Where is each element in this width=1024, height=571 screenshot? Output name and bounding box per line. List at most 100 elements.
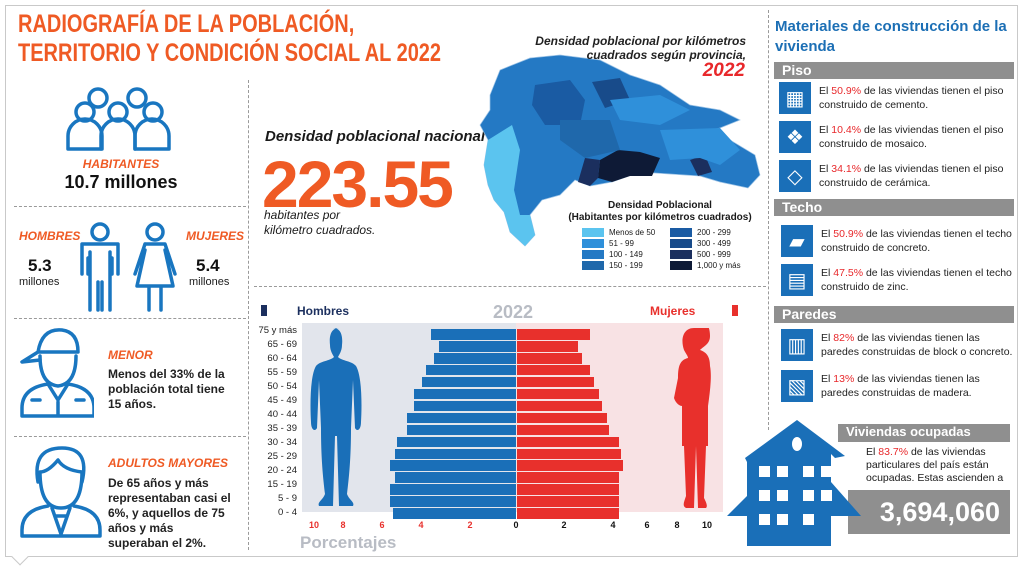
- bar-hombres: [395, 448, 516, 460]
- viviendas-text: El 83.7% de las viviendas particulares d…: [866, 446, 1016, 485]
- legend-label: 300 - 499: [697, 239, 731, 248]
- mujeres-value: 5.4: [196, 256, 220, 275]
- x-tick: 6: [644, 520, 650, 530]
- legend-label: 100 - 149: [609, 250, 643, 259]
- hombres-marker: [261, 305, 267, 316]
- zinc-roof-icon: ▤: [781, 264, 813, 296]
- habitantes-value: 10.7 millones: [64, 172, 178, 192]
- ceramic-floor-icon: ◇: [779, 160, 811, 192]
- bar-hombres: [390, 496, 516, 507]
- paredes-text: El 82% de las viviendas tienen las pared…: [821, 331, 1017, 359]
- age-label: 20 - 24: [267, 465, 297, 476]
- bar-mujeres: [517, 376, 595, 388]
- title-line-2: TERRITORIO Y CONDICIÓN SOCIAL AL 2022: [18, 39, 442, 67]
- x-tick: 10: [308, 520, 320, 530]
- hombres-value: 5.3: [28, 256, 52, 275]
- map-year: 2022: [702, 60, 745, 81]
- pyramid-mujeres-label: Mujeres: [650, 304, 696, 318]
- bar-mujeres: [517, 508, 619, 519]
- bar-mujeres: [517, 412, 607, 424]
- map-region: [560, 120, 620, 158]
- age-label: 5 - 9: [277, 493, 297, 504]
- legend-swatch: [670, 228, 692, 237]
- legend-swatch: [670, 261, 692, 270]
- pct: 10.4%: [831, 124, 862, 136]
- paredes-item: ▧ El 13% de las viviendas tienen las pare…: [781, 370, 1017, 402]
- text: El: [821, 228, 834, 240]
- techo-text: El 50.9% de las viviendas tienen el tech…: [821, 227, 1017, 255]
- bar-hombres: [390, 484, 516, 495]
- habitantes-label: HABITANTES: [82, 157, 160, 171]
- divider: [14, 206, 246, 207]
- map-region-low: [484, 125, 535, 246]
- x-tick: 10: [701, 520, 713, 530]
- text: El: [866, 446, 879, 458]
- legend-label: 1,000 y más: [697, 261, 741, 270]
- map-legend: Menos de 50 200 - 299 51 - 99 300 - 499 100 …: [582, 228, 750, 270]
- age-label: 35 - 39: [267, 423, 297, 434]
- age-label: 40 - 44: [267, 409, 297, 420]
- x-tick: 8: [340, 520, 346, 530]
- age-label: 15 - 19: [267, 479, 297, 490]
- age-label: 30 - 34: [267, 437, 297, 448]
- map-region: [610, 95, 690, 125]
- bar-mujeres: [517, 496, 619, 507]
- pct: 47.5%: [833, 267, 864, 279]
- bar-hombres: [407, 412, 516, 424]
- densidad-title: Densidad poblacional nacional: [265, 128, 486, 145]
- bar-hombres: [426, 364, 516, 376]
- pyramid-hombres-label: Hombres: [297, 304, 350, 318]
- legend-subtitle: (Habitantes por kilómetros cuadrados): [568, 212, 752, 223]
- x-tick: 6: [379, 520, 385, 530]
- text: de las viviendas tienen las paredes cons…: [821, 332, 1013, 358]
- menor-text: Menos del 33% de la población total tien…: [108, 367, 225, 411]
- paredes-item: ▥ El 82% de las viviendas tienen las pare…: [781, 329, 1017, 361]
- bar-mujeres: [517, 340, 578, 352]
- legend-item: 51 - 99: [582, 239, 662, 248]
- divider: [14, 436, 246, 437]
- x-axis-label: Porcentajes: [300, 533, 397, 552]
- house-icon: [727, 420, 861, 546]
- x-tick: 2: [467, 520, 473, 530]
- main-title: RADIOGRAFÍA DE LA POBLACIÓN, TERRITORIO …: [18, 10, 441, 68]
- text: El: [821, 332, 834, 344]
- legend-swatch: [670, 250, 692, 259]
- text: de las viviendas tienen el techo constru…: [821, 267, 1012, 293]
- legend-label: Menos de 50: [609, 228, 656, 237]
- piso-text: El 10.4% de las viviendas tienen el piso…: [819, 123, 1015, 151]
- hombres-label: HOMBRES: [19, 229, 81, 243]
- legend-item: 150 - 199: [582, 261, 662, 270]
- text: El: [819, 124, 832, 136]
- text: El: [821, 373, 834, 385]
- wood-wall-icon: ▧: [781, 370, 813, 402]
- bar-hombres: [421, 376, 516, 388]
- mosaic-floor-icon: ❖: [779, 121, 811, 153]
- bar-hombres: [397, 436, 516, 448]
- mujeres-marker: [732, 305, 738, 316]
- bar-mujeres: [517, 472, 619, 484]
- legend-title-text: Densidad Poblacional: [608, 200, 712, 211]
- text: de las viviendas tienen el piso construi…: [819, 124, 1004, 150]
- bar-mujeres: [517, 400, 602, 412]
- legend-label: 150 - 199: [609, 261, 643, 270]
- pct: 50.9%: [831, 85, 862, 97]
- legend-item: 500 - 999: [670, 250, 750, 259]
- x-tick: 0: [513, 520, 519, 530]
- pyramid-year: 2022: [493, 302, 534, 322]
- map-region: [660, 128, 740, 165]
- age-label: 55 - 59: [267, 367, 297, 378]
- bar-hombres: [414, 400, 516, 412]
- bar-mujeres: [517, 388, 600, 400]
- text: El: [819, 85, 832, 97]
- man-icon: [80, 222, 120, 312]
- concrete-roof-icon: ▰: [781, 225, 813, 257]
- woman-icon: [133, 222, 177, 312]
- map-region-santo-domingo: [598, 150, 660, 182]
- divider: [254, 286, 766, 287]
- x-tick: 2: [561, 520, 567, 530]
- pct: 13%: [833, 373, 855, 385]
- bar-mujeres: [517, 424, 609, 436]
- paredes-header: Paredes: [774, 306, 1014, 323]
- block-wall-icon: ▥: [781, 329, 813, 361]
- densidad-value: 223.55: [262, 147, 454, 221]
